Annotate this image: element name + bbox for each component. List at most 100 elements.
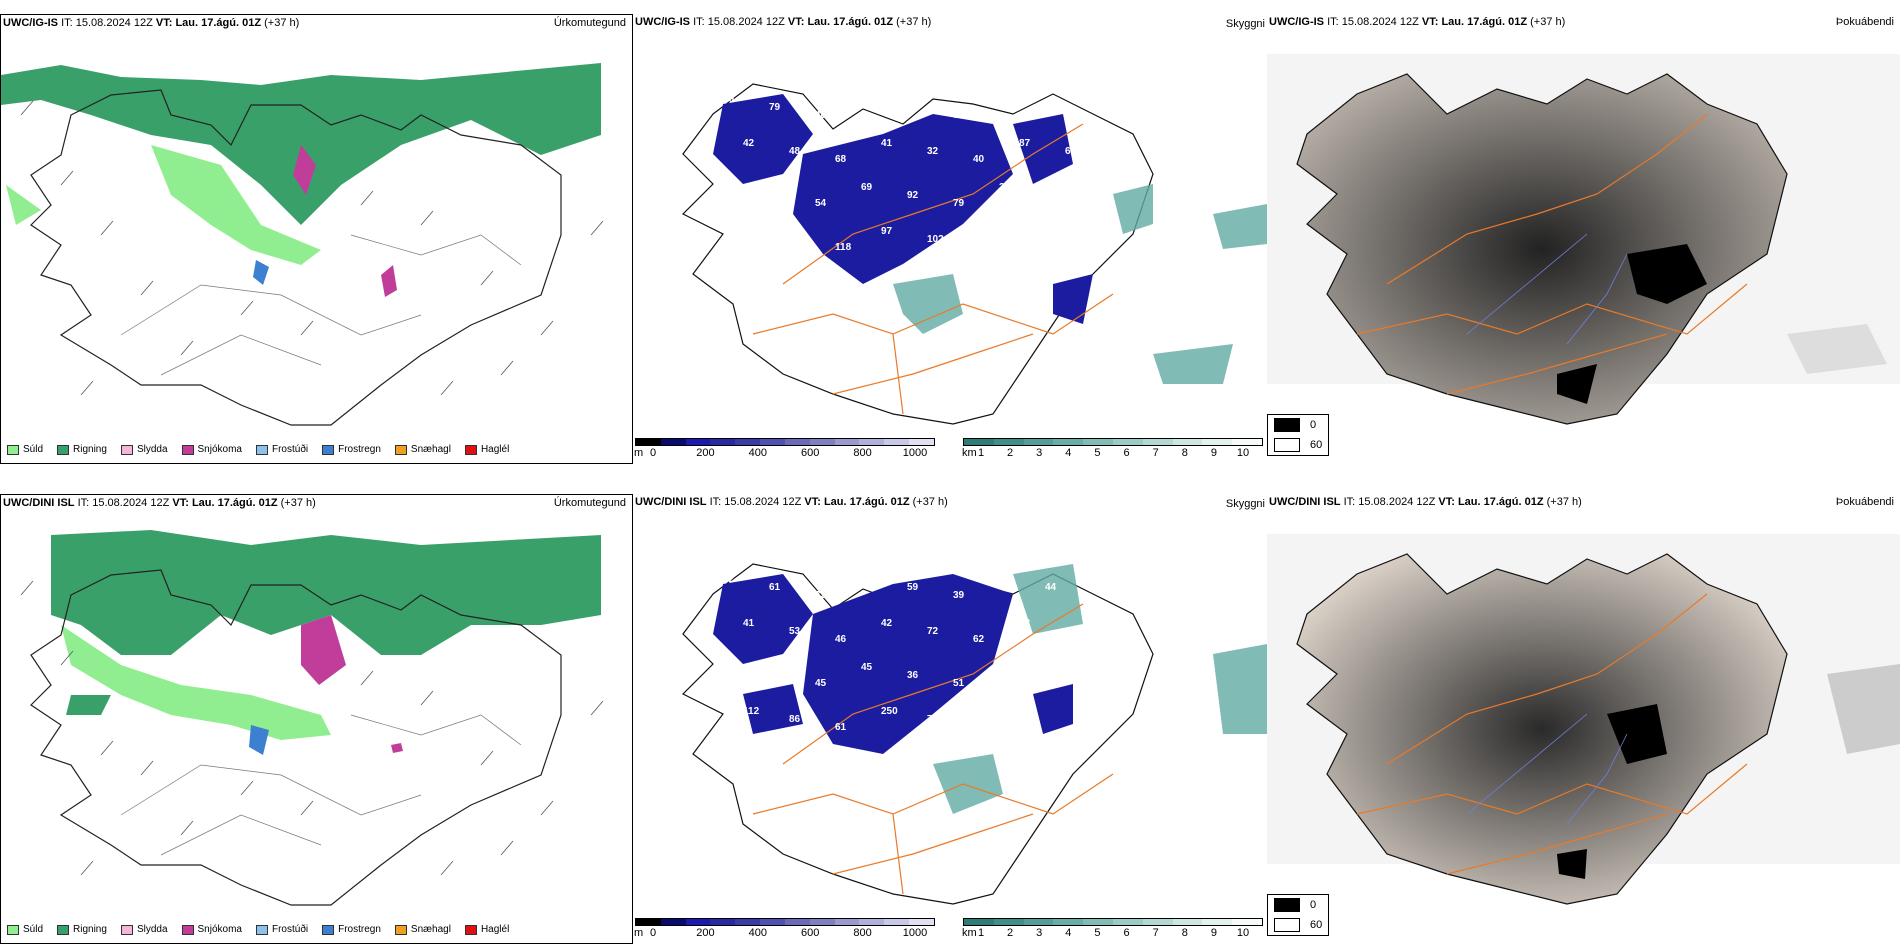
legend-item: Snjókoma	[181, 444, 242, 455]
cloud-base-value: 39	[723, 662, 735, 673]
cloud-base-value: 59	[953, 110, 965, 121]
panel-variable-label: Úrkomutegund	[553, 497, 626, 509]
colorbar-segment	[1142, 439, 1173, 445]
legend-item: Slydda	[120, 924, 168, 935]
cloud-base-value: 118	[835, 242, 852, 253]
colorbar-tick-label: 8	[1181, 927, 1188, 939]
cloud-base-value: 203	[723, 270, 740, 281]
legend-item: Rigning	[57, 924, 107, 935]
colorbar-tick-label: 5	[1094, 447, 1101, 459]
cloud-base-value: 79	[953, 198, 965, 209]
colorbar-tick-label: 0	[649, 927, 657, 939]
colorbar-tick-label: 6	[1123, 447, 1130, 459]
colorbar-segment	[784, 919, 810, 925]
cloud-base-value: 41	[743, 618, 755, 629]
colorbar-segment	[1172, 919, 1203, 925]
colorbar-segment	[1053, 919, 1084, 925]
colorbar-tick-label: 10	[1236, 447, 1250, 459]
cloud-map	[681, 83, 1267, 425]
colorbar-segment	[859, 919, 885, 925]
cloud-base-value: 42	[743, 138, 755, 149]
cloud-base-value: 73	[927, 714, 939, 725]
cloud-base-value: 63	[1045, 190, 1057, 201]
fog-panel-top: UWC/IG-IS IT: 15.08.2024 12Z VT: Lau. 17…	[1267, 14, 1900, 464]
legend-item: Haglél	[464, 924, 509, 935]
cloud-base-value: 65	[1045, 670, 1057, 681]
panel-title: UWC/IG-IS IT: 15.08.2024 12Z VT: Lau. 17…	[1269, 16, 1566, 28]
colorbar-unit: km	[962, 447, 977, 459]
colorbar-tick-label: 2	[1007, 447, 1014, 459]
legend-item: Frostúði	[255, 924, 308, 935]
cloud-base-value: 41	[881, 138, 893, 149]
precip-map	[1, 35, 632, 435]
panel-title: UWC/DINI ISL IT: 15.08.2024 12Z VT: Lau.…	[635, 496, 948, 508]
colorbar-tick-label: 1	[977, 927, 985, 939]
colorbar-segment	[660, 919, 686, 925]
cloud-base-value: 61	[769, 582, 781, 593]
colorbar-segment	[909, 439, 934, 445]
colorbar-tick-label: 200	[696, 927, 715, 939]
colorbar-segment	[636, 919, 661, 925]
legend-item: Frostúði	[255, 444, 308, 455]
cloud-base-value: 54	[815, 198, 827, 209]
legend-item: Snæhagl	[394, 444, 451, 455]
colorbar-tick-label: 9	[1210, 927, 1217, 939]
colorbar-segment	[1202, 439, 1233, 445]
panel-title: UWC/IG-IS IT: 15.08.2024 12Z VT: Lau. 17…	[3, 17, 300, 29]
colorbar-tick-label: 4	[1065, 447, 1072, 459]
cloud-base-value: 36	[907, 670, 919, 681]
panel-title: UWC/DINI ISL IT: 15.08.2024 12Z VT: Lau.…	[3, 497, 316, 509]
colorbar-unit: m	[634, 447, 644, 459]
colorbar-segment	[993, 439, 1024, 445]
panel-title: UWC/DINI ISL IT: 15.08.2024 12Z VT: Lau.…	[1269, 496, 1582, 508]
colorbar-tick-label: 5	[1094, 927, 1101, 939]
fog-map	[1267, 534, 1900, 905]
legend-item: Snjókoma	[181, 924, 242, 935]
colorbar-segment	[1112, 919, 1143, 925]
cloud-base-value: 48	[769, 670, 781, 681]
colorbar-segment	[1232, 439, 1262, 445]
fog-legend: 0 60	[1267, 894, 1330, 936]
cloud-base-value: 87	[861, 574, 873, 585]
colorbar-tick-label: 1	[977, 447, 985, 459]
colorbar-unit: km	[962, 927, 977, 939]
cloud-base-value: 68	[835, 154, 847, 165]
legend-item: Frostregn	[322, 924, 381, 935]
colorbar-tick-label: 1000	[902, 447, 928, 459]
colorbar-tick-label: 6	[1123, 927, 1130, 939]
cloud-base-value: 51	[953, 678, 965, 689]
colorbar-segment	[685, 439, 711, 445]
cloud-base-value: 250	[881, 706, 898, 717]
colorbar-tick-label: 400	[748, 447, 767, 459]
colorbar-segment	[735, 919, 761, 925]
visibility-colorbar: km 1 2 3 4 5 6 7 8 9 10	[962, 918, 1263, 940]
precip-map	[1, 515, 632, 915]
cloud-base-value: 47	[1019, 706, 1031, 717]
colorbar-tick-label: 4	[1065, 927, 1072, 939]
colorbar-segment	[964, 919, 994, 925]
cloud-base-value: 39	[953, 590, 965, 601]
cloud-base-value: 67	[1065, 626, 1077, 637]
cloud-base-value: 38	[1045, 102, 1057, 113]
cloud-panel-bottom: UWC/DINI ISL IT: 15.08.2024 12Z VT: Lau.…	[633, 494, 1267, 944]
colorbar-tick-label: 800	[853, 447, 872, 459]
panel-variable-label: Þokuábendi	[1835, 496, 1894, 508]
precip-legend: Súld Rigning Slydda Snjókoma Frostúði Fr…	[7, 924, 509, 935]
fog-legend: 0 60	[1267, 414, 1330, 456]
colorbar-segment	[1023, 439, 1054, 445]
cloud-base-value: 45	[861, 662, 873, 673]
cloud-base-value: 69	[861, 182, 873, 193]
colorbar-segment	[710, 439, 736, 445]
colorbar-tick-label: 7	[1152, 927, 1159, 939]
precip-panel-top: UWC/IG-IS IT: 15.08.2024 12Z VT: Lau. 17…	[0, 14, 633, 464]
cloud-base-value: 87	[1019, 138, 1031, 149]
precip-panel-bottom: UWC/DINI ISL IT: 15.08.2024 12Z VT: Lau.…	[0, 494, 633, 944]
colorbar-segment	[760, 439, 785, 445]
panel-variable-label: Skyggni	[1225, 18, 1265, 30]
cloud-base-value: 143	[1019, 226, 1036, 237]
cloud-base-value: 86	[789, 714, 801, 725]
cloud-base-value: 79	[769, 102, 781, 113]
fog-panel-bottom: UWC/DINI ISL IT: 15.08.2024 12Z VT: Lau.…	[1267, 494, 1900, 944]
colorbar-tick-label: 200	[696, 447, 715, 459]
cloud-base-value: 36	[999, 182, 1011, 193]
